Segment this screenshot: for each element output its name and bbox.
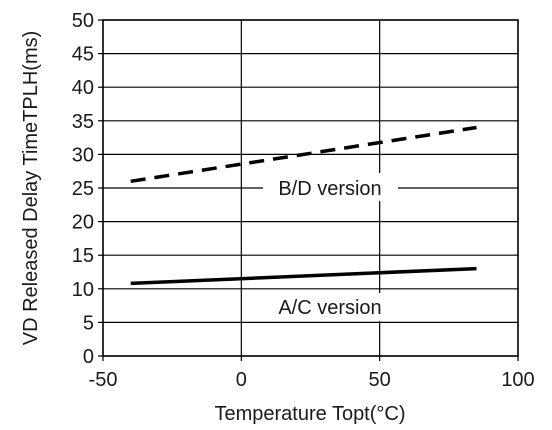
y-tick-label: 25	[72, 178, 94, 200]
y-tick-label: 30	[72, 144, 94, 166]
series-layer	[130, 125, 477, 286]
y-tick-label: 35	[72, 111, 94, 133]
x-tick-label: 100	[501, 369, 534, 391]
y-tick-label: 5	[83, 312, 94, 334]
x-tick-label: -50	[89, 369, 118, 391]
y-tick-label: 10	[72, 279, 94, 301]
x-axis-ticks: -50 0 50 100	[89, 356, 535, 391]
y-axis-title: VD Released Delay TimeTPLH(ms)	[20, 31, 42, 346]
series-line-a-c-version	[130, 266, 477, 286]
series-line-b-d-version	[130, 125, 477, 184]
y-tick-label: 15	[72, 245, 94, 267]
x-tick-label: 50	[369, 369, 391, 391]
series-label-bd-version: B/D version	[278, 178, 381, 200]
y-tick-label: 45	[72, 44, 94, 66]
y-tick-label: 20	[72, 212, 94, 234]
series-label-ac-version: A/C version	[278, 297, 381, 319]
y-tick-label: 0	[83, 346, 94, 368]
y-axis-ticks: 0 5 10 15 20 25 30 35 40 45 50	[72, 10, 103, 368]
y-tick-label: 40	[72, 77, 94, 99]
series-label-bg-bd	[263, 173, 398, 201]
x-tick-label: 0	[236, 369, 247, 391]
x-axis-title: Temperature Topt(°C)	[214, 403, 405, 425]
y-tick-label: 50	[72, 10, 94, 32]
series-label-bg-ac	[263, 293, 398, 321]
